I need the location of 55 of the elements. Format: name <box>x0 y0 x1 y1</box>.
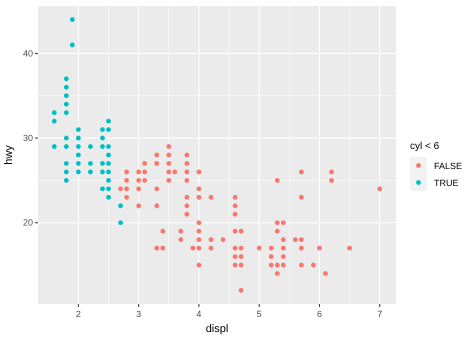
point <box>106 161 111 166</box>
point <box>88 161 93 166</box>
point <box>100 170 105 174</box>
legend-title: cyl < 6 <box>410 141 440 152</box>
x-tick-label: 4 <box>196 309 202 319</box>
point <box>70 42 75 48</box>
point <box>52 118 57 124</box>
x-tick-label: 3 <box>136 309 142 319</box>
point <box>76 152 81 158</box>
point <box>64 170 69 174</box>
point <box>52 110 57 116</box>
point <box>118 220 123 226</box>
legend-label: TRUE <box>434 178 458 188</box>
x-tick-label: 6 <box>316 309 322 319</box>
point <box>106 152 111 158</box>
point <box>100 136 105 140</box>
point <box>52 144 57 149</box>
point <box>106 118 111 124</box>
point <box>100 161 105 166</box>
point <box>76 136 81 140</box>
point <box>118 203 123 208</box>
x-tick-label: 5 <box>256 309 262 319</box>
point <box>64 144 69 149</box>
y-axis-title: hwy <box>3 144 15 165</box>
point <box>64 102 69 107</box>
point <box>100 144 105 149</box>
point <box>76 127 81 132</box>
point <box>76 144 81 149</box>
point <box>64 178 69 183</box>
y-tick-label: 40 <box>22 48 33 58</box>
y-tick-label: 20 <box>22 218 33 228</box>
point <box>100 127 105 132</box>
y-tick-label: 30 <box>22 133 33 144</box>
point <box>76 161 81 166</box>
x-tick-label: 2 <box>76 309 81 319</box>
point <box>64 110 69 116</box>
legend-label: FALSE <box>434 161 462 171</box>
x-axis-title: displ <box>206 323 228 335</box>
point <box>106 194 111 200</box>
point <box>100 186 105 192</box>
point <box>64 76 69 82</box>
point <box>106 186 111 192</box>
x-tick-label: 7 <box>377 309 382 319</box>
point <box>88 144 93 149</box>
point <box>64 93 69 98</box>
point <box>64 136 69 140</box>
point <box>106 144 111 149</box>
point <box>64 84 69 90</box>
point <box>64 161 69 166</box>
point <box>106 178 111 183</box>
point <box>106 170 111 174</box>
point <box>70 17 75 22</box>
point <box>76 170 81 174</box>
point <box>88 170 93 174</box>
point <box>106 127 111 132</box>
